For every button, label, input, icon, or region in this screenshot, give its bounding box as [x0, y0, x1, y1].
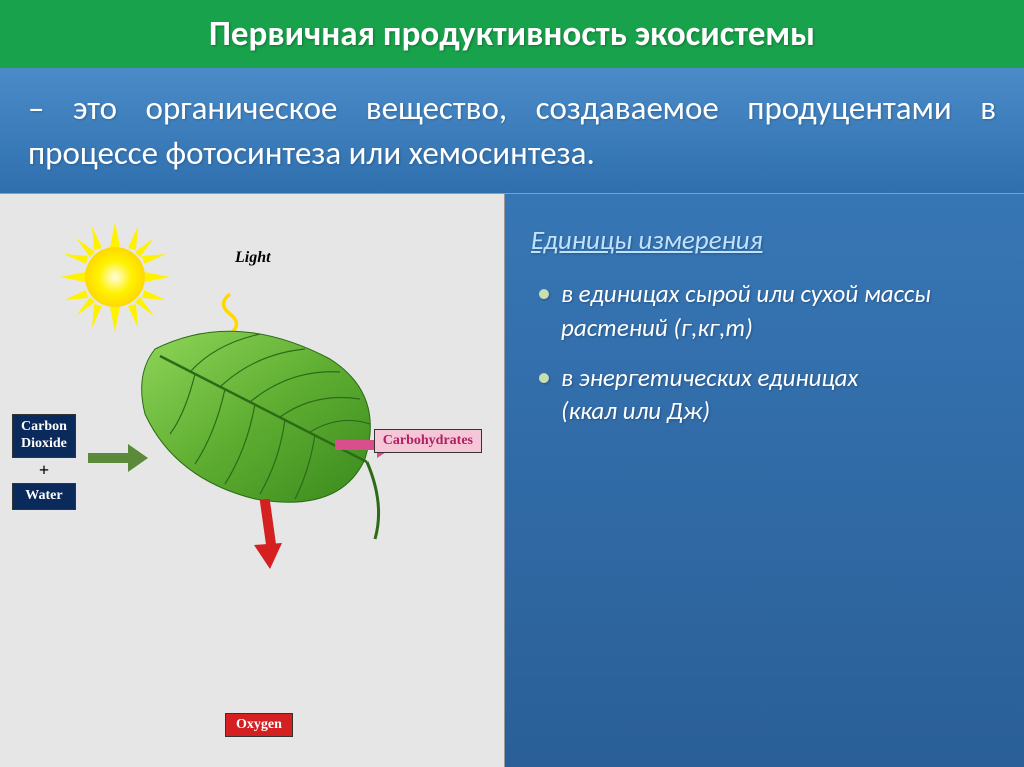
definition-box: – это органическое вещество, создаваемое…: [0, 68, 1024, 193]
slide-title: Первичная продуктивность экосистемы: [209, 13, 815, 55]
plus-sign: +: [12, 460, 76, 482]
co2-label: CarbonDioxide: [12, 414, 76, 458]
photosynthesis-diagram: Light: [0, 194, 505, 767]
info-list: в единицах сырой или сухой массы растени…: [531, 277, 998, 428]
bottom-row: Light: [0, 193, 1024, 767]
input-arrow-icon: [88, 444, 148, 472]
info-panel: Единицы измерения в единицах сырой или с…: [505, 194, 1024, 767]
slide-title-bar: Первичная продуктивность экосистемы: [0, 0, 1024, 68]
list-item: в единицах сырой или сухой массы растени…: [531, 277, 998, 345]
info-heading: Единицы измерения: [531, 224, 998, 257]
carbohydrates-label: Carbohydrates: [374, 429, 482, 453]
oxygen-arrow-icon: [250, 499, 290, 569]
light-label: Light: [235, 249, 271, 267]
water-label: Water: [12, 483, 76, 510]
list-item: в энергетических единицах(ккал или Дж): [531, 361, 998, 429]
input-labels: CarbonDioxide + Water: [12, 414, 76, 510]
definition-text: – это органическое вещество, создаваемое…: [28, 88, 996, 173]
oxygen-label: Oxygen: [225, 713, 293, 737]
slide-container: Первичная продуктивность экосистемы – эт…: [0, 0, 1024, 767]
